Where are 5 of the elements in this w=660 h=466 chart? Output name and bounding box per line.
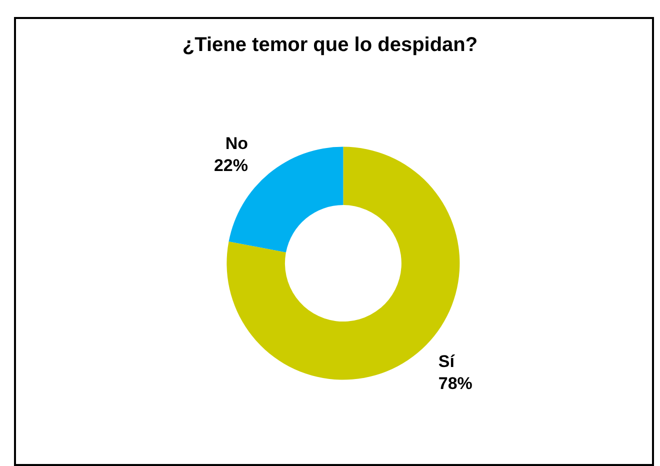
slice-label: No (225, 134, 248, 153)
chart-title: ¿Tiene temor que lo despidan? (182, 34, 478, 56)
slice-label: Sí (438, 352, 456, 371)
data-label: 78% (438, 374, 472, 393)
data-label: 22% (214, 156, 248, 175)
